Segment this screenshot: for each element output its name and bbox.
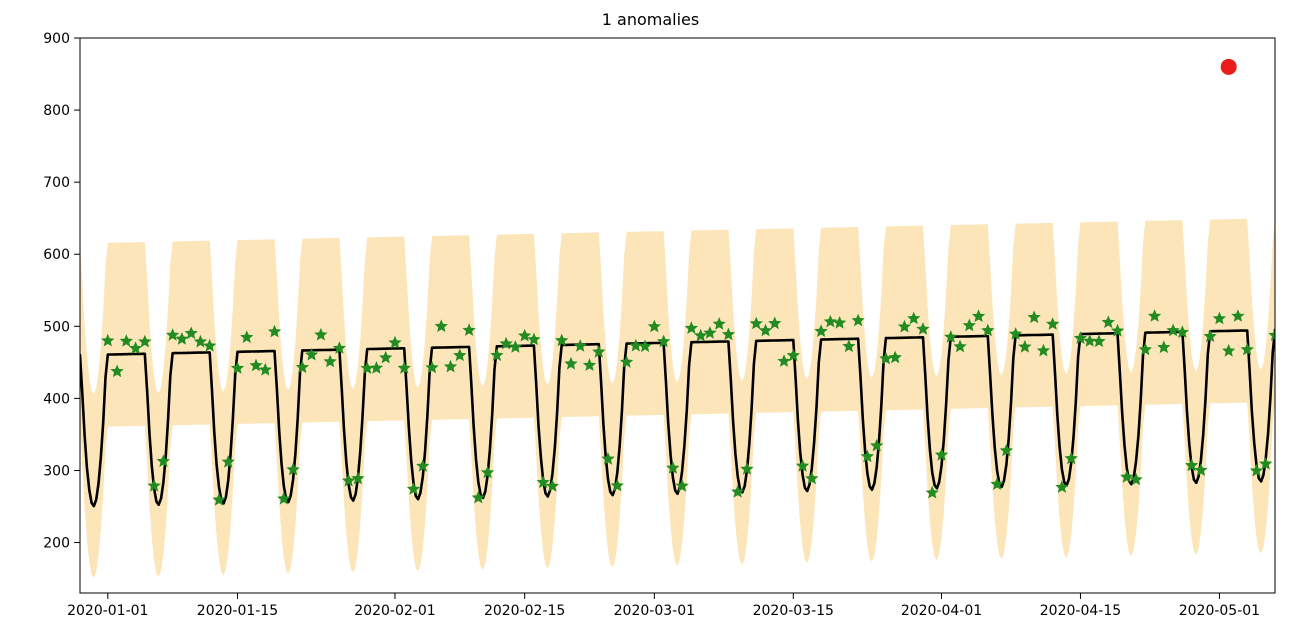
anomaly-point (1221, 59, 1237, 75)
anomaly-chart: 200 300 400 500 600 700 800 900 2020-01-01 2020-0… (10, 10, 1291, 631)
x-tick-label: 2020-01-01 (67, 603, 148, 619)
x-tick-label: 2020-02-15 (484, 603, 565, 619)
y-tick-label: 500 (43, 319, 70, 335)
y-tick-label: 200 (43, 536, 70, 552)
chart-title: 1 anomalies (10, 10, 1291, 29)
y-tick-label: 800 (43, 103, 70, 119)
x-tick-label: 2020-05-01 (1179, 603, 1260, 619)
x-tick-label: 2020-03-01 (614, 603, 695, 619)
y-tick-label: 400 (43, 391, 70, 407)
y-tick-label: 300 (43, 463, 70, 479)
x-tick-label: 2020-01-15 (197, 603, 278, 619)
chart-container: 1 anomalies 200 300 400 500 600 700 800 900 2020… (10, 10, 1291, 631)
confidence-band (80, 218, 1275, 578)
x-tick-label: 2020-04-01 (901, 603, 982, 619)
x-tick-label: 2020-03-15 (753, 603, 834, 619)
y-tick-label: 900 (43, 31, 70, 47)
y-tick-label: 600 (43, 247, 70, 263)
y-tick-label: 700 (43, 175, 70, 191)
x-tick-label: 2020-04-15 (1040, 603, 1121, 619)
x-tick-label: 2020-02-01 (354, 603, 435, 619)
